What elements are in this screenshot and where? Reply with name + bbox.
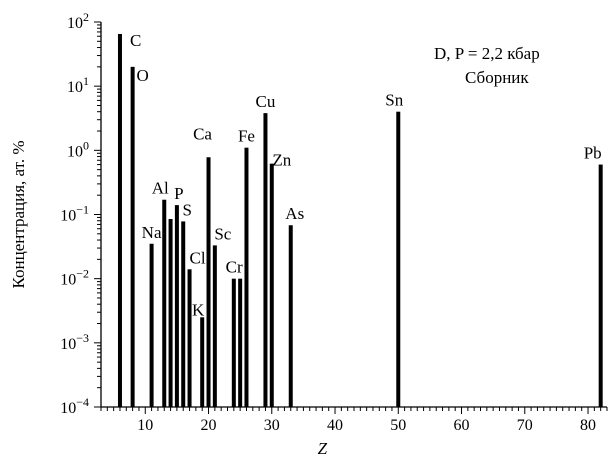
bar-label-na: Na <box>142 223 162 242</box>
bar-label-cl: Cl <box>190 248 206 267</box>
bar-c-6 <box>117 34 122 407</box>
x-tick-label: 80 <box>580 417 596 434</box>
x-tick-label: 70 <box>517 417 533 434</box>
y-tick-label: 10−4 <box>60 395 89 417</box>
y-tick-label: 100 <box>67 138 89 160</box>
bar-label-sn: Sn <box>385 91 403 110</box>
y-axis-title: Концентрация, ат. % <box>9 141 28 289</box>
bar-label-cu: Cu <box>256 92 276 111</box>
bar-z24-24 <box>231 278 236 407</box>
bar-label-sc: Sc <box>214 224 231 243</box>
bar-z14-14 <box>168 219 173 407</box>
bar-s-16 <box>181 221 186 407</box>
bar-label-o: O <box>136 66 148 85</box>
bar-cr-25 <box>238 278 243 407</box>
bar-label-s: S <box>182 200 191 219</box>
x-tick-label: 20 <box>201 417 217 434</box>
annotation-line1: D, P = 2,2 кбар <box>434 44 540 63</box>
bar-label-zn: Zn <box>272 151 291 170</box>
bar-cu-29 <box>263 113 268 407</box>
x-axis-title: Z <box>318 439 328 458</box>
y-tick-label: 101 <box>67 74 89 96</box>
axes-layer: 10 20 30 40 50 60 70 80 10−4 10−3 10−2 10−1 100 101 10… <box>60 10 608 434</box>
bar-label-ca: Ca <box>193 124 212 143</box>
bar-al-13 <box>162 199 167 407</box>
bar-na-11 <box>149 243 154 407</box>
bar-fe-26 <box>244 147 249 407</box>
x-tick-label: 60 <box>454 417 470 434</box>
bar-k-19 <box>200 317 205 407</box>
y-tick-label: 10−1 <box>60 203 89 225</box>
y-tick-label: 10−2 <box>60 267 89 289</box>
bar-label-k: K <box>192 300 205 319</box>
bar-label-p: P <box>174 184 183 203</box>
bar-label-cr: Cr <box>226 258 243 277</box>
bar-sc-21 <box>212 245 217 407</box>
bar-label-fe: Fe <box>238 127 255 146</box>
annotation-line2: Сборник <box>465 68 529 87</box>
bar-label-c: C <box>130 31 141 50</box>
y-tick-label: 10−3 <box>60 331 89 353</box>
x-tick-label: 40 <box>327 417 343 434</box>
y-tick-label: 102 <box>67 10 89 32</box>
bar-ca-20 <box>206 157 211 407</box>
x-tick-label: 30 <box>264 417 280 434</box>
bar-zn-30 <box>269 163 274 407</box>
bar-label-as: As <box>285 204 304 223</box>
bar-label-al: Al <box>152 179 169 198</box>
bar-sn-50 <box>396 111 401 408</box>
x-tick-label: 50 <box>390 417 406 434</box>
bar-o-8 <box>130 66 135 407</box>
bar-cl-17 <box>187 269 192 407</box>
bar-p-15 <box>174 205 179 407</box>
bar-label-pb: Pb <box>584 144 602 163</box>
bar-pb-82 <box>598 164 603 407</box>
bars-layer <box>117 34 603 408</box>
bar-as-33 <box>288 225 293 407</box>
x-tick-label: 10 <box>137 417 153 434</box>
